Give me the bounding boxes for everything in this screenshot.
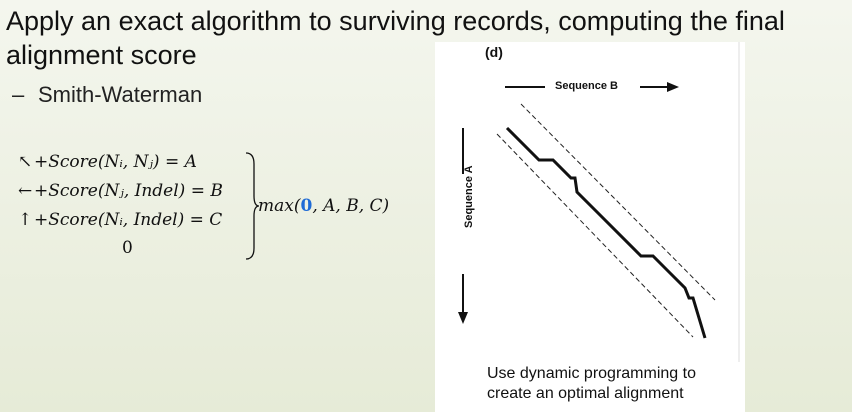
band-upper-boundary <box>520 103 716 301</box>
formula-expr-up: +Score(Nᵢ, Indel) = C <box>34 210 223 230</box>
diagonal-arrow-icon: ↖ <box>18 152 33 172</box>
max-suffix: , A, B, C) <box>312 196 390 216</box>
formula-row-up: ↑ +Score(Nᵢ, Indel) = C <box>18 210 222 230</box>
up-arrow-icon: ↑ <box>18 210 33 230</box>
optimal-alignment-path <box>505 126 707 339</box>
smith-waterman-formula: ↖ +Score(Nᵢ, Nⱼ) = A ← +Score(Nⱼ, Indel) =… <box>18 152 438 272</box>
formula-expr-left: +Score(Nⱼ, Indel) = B <box>34 181 223 201</box>
slide-title: Apply an exact algorithm to surviving re… <box>6 6 785 70</box>
formula-row-diagonal: ↖ +Score(Nᵢ, Nⱼ) = A <box>18 152 197 172</box>
band-lower-boundary <box>496 133 694 338</box>
formula-expr-zero: 0 <box>122 238 133 258</box>
max-expression: max(0, A, B, C) <box>258 196 389 216</box>
formula-row-zero: 0 <box>122 238 133 258</box>
sequence-b-arrow-icon <box>667 82 679 92</box>
figure-caption: Use dynamic programming to create an opt… <box>487 365 696 402</box>
right-brace-icon <box>245 152 260 260</box>
formula-expr-diagonal: +Score(Nᵢ, Nⱼ) = A <box>34 152 197 172</box>
bullet-smith-waterman: – Smith-Waterman <box>12 82 202 108</box>
formula-row-left: ← +Score(Nⱼ, Indel) = B <box>18 181 223 201</box>
sequence-a-label: Sequence A <box>463 165 475 228</box>
max-zero: 0 <box>300 196 313 216</box>
sequence-a-arrow-icon <box>458 312 468 324</box>
figure-label: (d) <box>485 44 503 60</box>
bullet-dash: – <box>12 82 25 107</box>
bullet-text: Smith-Waterman <box>38 82 203 107</box>
alignment-diagram <box>458 42 740 362</box>
left-arrow-icon: ← <box>18 181 33 201</box>
sequence-b-label: Sequence B <box>555 80 618 92</box>
alignment-figure: (d) Sequence B Sequence A Use dynamic pr… <box>435 42 745 412</box>
max-prefix: max( <box>258 196 301 216</box>
